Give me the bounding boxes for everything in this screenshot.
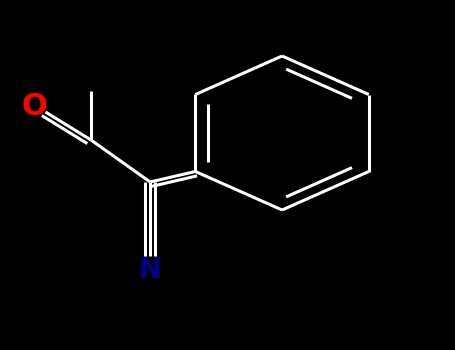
Text: O: O [21, 92, 47, 121]
Text: N: N [139, 256, 162, 284]
